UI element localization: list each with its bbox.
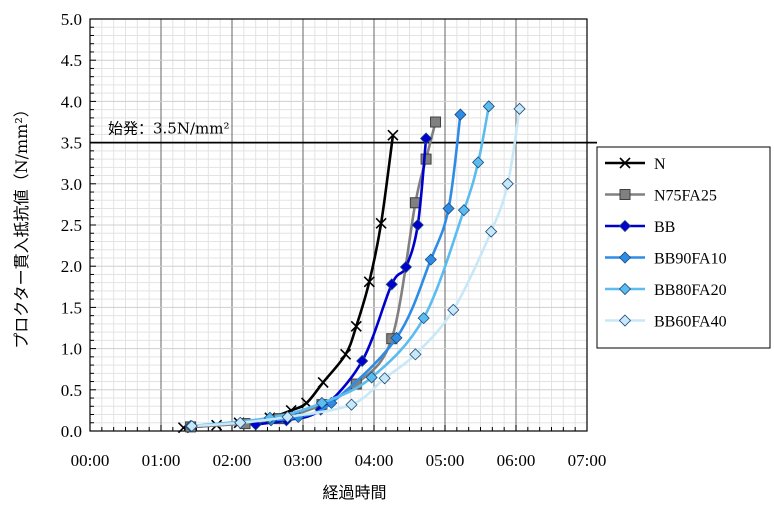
data-point bbox=[618, 314, 632, 327]
y-tick-label: 5.0 bbox=[61, 10, 82, 29]
data-point bbox=[375, 217, 387, 229]
data-point bbox=[411, 218, 424, 232]
x-tick-label: 07:00 bbox=[568, 451, 607, 470]
y-tick-label: 3.5 bbox=[61, 134, 82, 153]
x-tick-label: 06:00 bbox=[497, 451, 536, 470]
legend-item-N75FA25: N75FA25 bbox=[605, 188, 717, 205]
series-line bbox=[270, 114, 462, 422]
data-point bbox=[619, 189, 631, 200]
x-tick-label: 05:00 bbox=[426, 451, 465, 470]
y-tick-label: 2.5 bbox=[61, 216, 82, 235]
x-tick-label: 03:00 bbox=[284, 451, 323, 470]
y-axis-title: プロクター貫入抵抗値（N/mm²） bbox=[12, 101, 31, 349]
legend-label: BB bbox=[654, 219, 675, 236]
legend-box bbox=[596, 146, 771, 349]
data-point bbox=[457, 204, 470, 217]
data-point bbox=[442, 202, 455, 215]
y-tick-label: 0.5 bbox=[61, 381, 82, 400]
legend-label: BB60FA40 bbox=[654, 314, 727, 331]
x-tick-label: 02:00 bbox=[213, 451, 252, 470]
data-point bbox=[618, 251, 632, 264]
y-tick-label: 2.0 bbox=[61, 257, 82, 276]
data-point bbox=[315, 396, 328, 410]
data-point bbox=[409, 348, 422, 361]
y-tick-label: 0.0 bbox=[61, 422, 82, 441]
legend-item-N: N bbox=[605, 156, 666, 173]
y-tick-label: 4.0 bbox=[61, 92, 82, 111]
y-tick-labels: 0.0 0.5 1.0 1.5 2.0 2.5 3.0 3.5 4.0 4.5 5.0 bbox=[61, 10, 82, 441]
data-point bbox=[619, 157, 631, 169]
x-tick-label: 04:00 bbox=[355, 451, 394, 470]
x-axis-title: 経過時間 bbox=[322, 483, 386, 502]
data-point bbox=[417, 312, 430, 325]
legend-label: N bbox=[654, 156, 666, 173]
x-tick-label: 01:00 bbox=[142, 451, 181, 470]
series-BB80FA20 bbox=[184, 100, 495, 433]
data-point bbox=[385, 278, 398, 291]
data-point bbox=[363, 276, 375, 288]
series-BB60FA40 bbox=[185, 102, 526, 433]
legend-item-BB80FA20: BB80FA20 bbox=[605, 282, 727, 299]
legend-item-BB: BB bbox=[605, 219, 675, 236]
x-tick-label: 00:00 bbox=[71, 451, 110, 470]
data-point bbox=[513, 102, 526, 115]
x-tick-labels: 00:00 01:00 02:00 03:00 04:00 05:00 06:00 07:00 bbox=[71, 451, 607, 470]
data-point bbox=[501, 177, 514, 190]
data-point bbox=[281, 410, 294, 424]
data-point bbox=[482, 100, 495, 113]
data-point bbox=[618, 219, 632, 233]
legend-label: BB90FA10 bbox=[654, 251, 727, 268]
data-point bbox=[378, 372, 391, 385]
series-layer bbox=[177, 100, 526, 434]
y-tick-label: 1.5 bbox=[61, 298, 82, 317]
data-point bbox=[387, 129, 399, 141]
data-point bbox=[430, 116, 442, 128]
data-point bbox=[618, 282, 632, 296]
legend-label: N75FA25 bbox=[654, 188, 717, 205]
data-point bbox=[420, 132, 433, 145]
data-point bbox=[234, 416, 247, 429]
data-point bbox=[420, 153, 432, 165]
y-tick-label: 1.0 bbox=[61, 340, 82, 359]
data-point bbox=[390, 331, 403, 344]
data-point bbox=[340, 348, 352, 360]
data-point bbox=[454, 108, 467, 121]
y-tick-label: 4.5 bbox=[61, 51, 82, 70]
series-line bbox=[191, 108, 521, 428]
data-point bbox=[447, 303, 460, 316]
legend-label: BB80FA20 bbox=[654, 282, 727, 299]
legend-item-BB90FA10: BB90FA10 bbox=[605, 251, 727, 268]
reference-line-label: 始発：3.5N/mm² bbox=[108, 120, 230, 138]
data-point bbox=[350, 320, 362, 332]
data-point bbox=[356, 354, 369, 368]
data-point bbox=[317, 376, 329, 388]
legend: N N75FA25 BB BB90FA10 BB80FA20 BB60FA40 bbox=[596, 146, 771, 349]
data-point bbox=[345, 398, 358, 411]
series-BB90FA10 bbox=[264, 108, 467, 427]
y-tick-label: 3.0 bbox=[61, 175, 82, 194]
data-point bbox=[185, 419, 198, 433]
data-point bbox=[399, 260, 413, 274]
data-point bbox=[485, 225, 498, 238]
legend-item-BB60FA40: BB60FA40 bbox=[605, 314, 727, 331]
data-point bbox=[424, 253, 437, 266]
data-point bbox=[472, 156, 485, 169]
data-point bbox=[365, 371, 378, 384]
